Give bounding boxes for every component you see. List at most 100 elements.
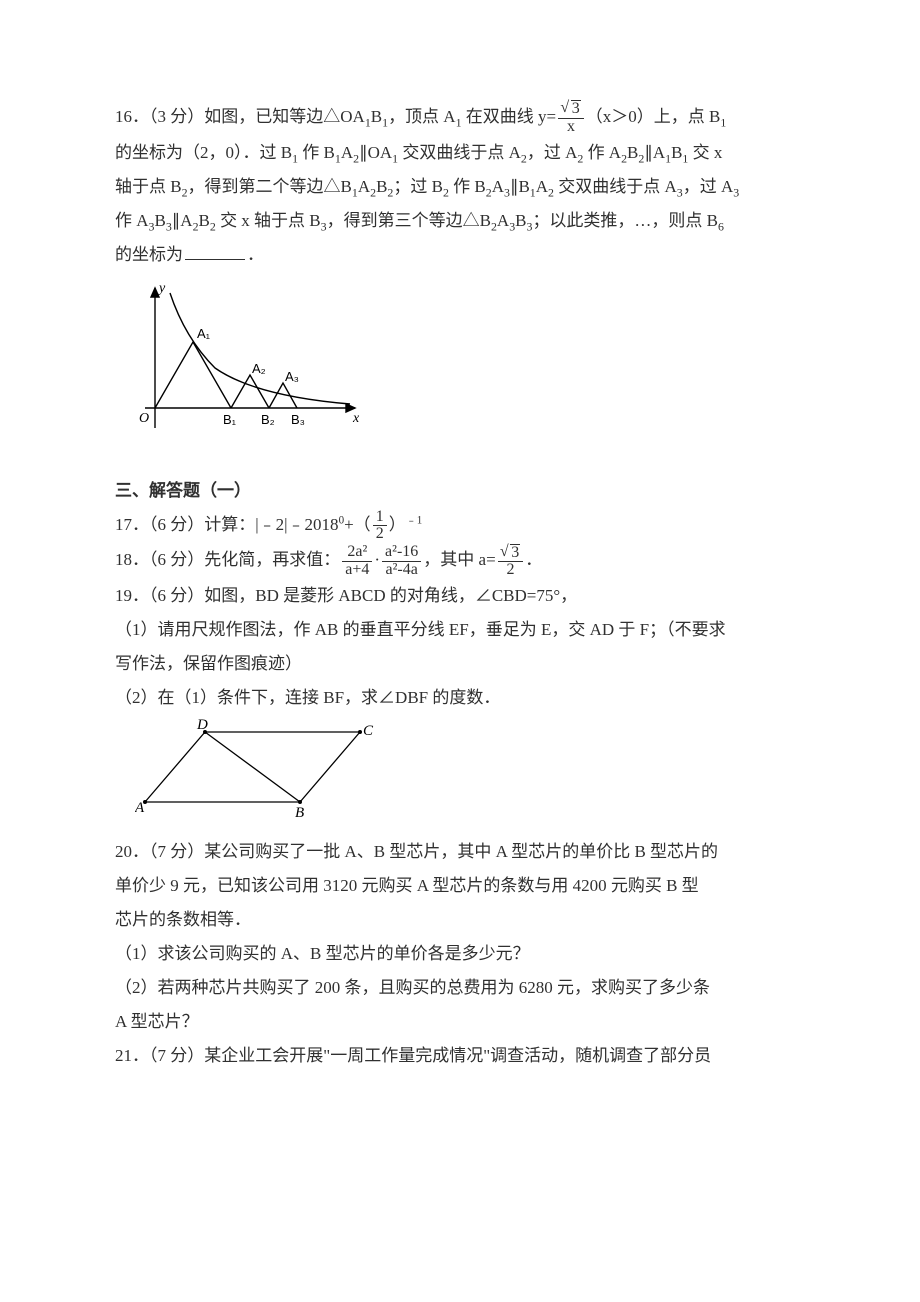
q20-line4: （1）求该公司购买的 A、B 型芯片的单价各是多少元？	[115, 937, 805, 971]
q20-line6: A 型芯片？	[115, 1005, 805, 1039]
t: ，得到第二个等边△B	[188, 177, 352, 196]
q19-line4: （2）在（1）条件下，连接 BF，求∠DBF 的度数．	[115, 681, 805, 715]
section-3-heading: 三、解答题（一）	[115, 474, 805, 508]
t: ；以此类推，…，则点 B	[532, 211, 718, 230]
label-C: C	[363, 723, 374, 739]
q18-frac1: 2a²a+4	[342, 544, 372, 579]
origin-label: O	[139, 411, 149, 426]
q20-line5: （2）若两种芯片共购买了 200 条，且购买的总费用为 6280 元，求购买了多…	[115, 971, 805, 1005]
t: A	[492, 177, 504, 196]
t: （x＞0）上，点 B	[586, 107, 721, 126]
label-A1: A₁	[197, 326, 211, 341]
t: ，顶点 A	[388, 107, 456, 126]
t: A	[536, 177, 548, 196]
t: +（	[344, 515, 371, 534]
sqrt3: 3	[571, 100, 581, 118]
label-A: A	[135, 800, 145, 816]
den: 2	[498, 561, 524, 579]
q16-line3: 轴于点 B2，得到第二个等边△B1A2B2；过 B2 作 B2A3∥B1A2 交…	[115, 170, 805, 204]
q19-svg: A B C D	[135, 717, 375, 817]
q19-line2: （1）请用尺规作图法，作 AB 的垂直平分线 EF，垂足为 E，交 AD 于 F…	[115, 613, 805, 647]
sub: 6	[718, 219, 724, 233]
q19-line1: 19．（6 分）如图，BD 是菱形 ABCD 的对角线，∠CBD=75°，	[115, 579, 805, 613]
x-axis-label: x	[352, 411, 360, 426]
t: 交 x 轴于点 B	[216, 211, 321, 230]
q16-figure: y x O A₁ A₂ A₃ B₁ B₂ B₃	[115, 278, 805, 450]
t: B	[376, 177, 387, 196]
t: 交双曲线于点 A	[554, 177, 677, 196]
num: 1	[373, 509, 387, 526]
t: B	[515, 211, 526, 230]
t: 交双曲线于点 A	[398, 143, 521, 162]
t: 17．（6 分）计算：|﹣2|﹣2018	[115, 515, 339, 534]
t: ）	[389, 515, 406, 534]
t: B	[627, 143, 638, 162]
t: ；过 B	[393, 177, 443, 196]
label-B1: B₁	[223, 412, 237, 427]
t: A	[358, 177, 370, 196]
t: ，过 A	[683, 177, 734, 196]
t: ．	[525, 550, 542, 569]
t: 轴于点 B	[115, 177, 182, 196]
t: 作 A	[583, 143, 621, 162]
t: ，得到第三个等边△B	[327, 211, 491, 230]
t: ∥OA	[359, 143, 392, 162]
answer-blank	[185, 241, 245, 260]
q20-line2: 单价少 9 元，已知该公司用 3120 元购买 A 型芯片的条数与用 4200 …	[115, 869, 805, 903]
q18-frac2: a²-16a²-4a	[382, 544, 421, 579]
q16-pre: 16．（3 分）如图，已知等边△OA	[115, 107, 365, 126]
label-A3: A₃	[285, 369, 299, 384]
q16-line1: 16．（3 分）如图，已知等边△OA1B1，顶点 A1 在双曲线 y=3x（x＞…	[115, 100, 805, 136]
t: ．	[247, 245, 264, 264]
label-D: D	[196, 717, 208, 733]
t: 作 B	[449, 177, 486, 196]
num: 2a²	[342, 544, 372, 561]
sup: ﹣1	[406, 514, 423, 526]
t: 的坐标为	[115, 245, 183, 264]
t: B	[199, 211, 210, 230]
label-A2: A₂	[252, 361, 266, 376]
t: 交 x	[688, 143, 722, 162]
t: 18．（6 分）先化简，再求值：	[115, 550, 340, 569]
q16-line4: 作 A3B3∥A2B2 交 x 轴于点 B3，得到第三个等边△B2A3B3；以此…	[115, 204, 805, 238]
t: ∥A	[172, 211, 193, 230]
t: 的坐标为（2，0）．过 B	[115, 143, 292, 162]
q18-frac3: 32	[498, 544, 524, 580]
q16-line5: 的坐标为 ．	[115, 238, 805, 272]
label-B3: B₃	[291, 412, 305, 427]
sub: 1	[720, 115, 726, 129]
dot: ·	[374, 550, 380, 569]
t: ∥A	[644, 143, 665, 162]
q19-figure: A B C D	[135, 717, 805, 829]
label-B2: B₂	[261, 412, 275, 427]
den: a+4	[342, 561, 372, 579]
q20-line3: 芯片的条数相等．	[115, 903, 805, 937]
q18: 18．（6 分）先化简，再求值：2a²a+4·a²-16a²-4a，其中 a=3…	[115, 543, 805, 579]
q16-frac: 3x	[558, 100, 584, 136]
den: a²-4a	[382, 561, 421, 579]
t: A	[497, 211, 509, 230]
den: 2	[373, 525, 387, 543]
t: ，其中 a=	[423, 550, 495, 569]
y-axis-label: y	[157, 281, 166, 296]
t: ∥B	[510, 177, 530, 196]
num: a²-16	[382, 544, 421, 561]
t: 在双曲线 y=	[462, 107, 557, 126]
q16-svg: y x O A₁ A₂ A₃ B₁ B₂ B₃	[115, 278, 365, 438]
t: A	[341, 143, 353, 162]
t: B	[371, 107, 382, 126]
t: B	[154, 211, 165, 230]
q21-line1: 21．（7 分）某企业工会开展"一周工作量完成情况"调查活动，随机调查了部分员	[115, 1039, 805, 1073]
q17: 17．（6 分）计算：|﹣2|﹣20180+（12）﹣1	[115, 508, 805, 543]
t: 作 B	[298, 143, 335, 162]
q17-frac: 12	[373, 509, 387, 544]
page: 16．（3 分）如图，已知等边△OA1B1，顶点 A1 在双曲线 y=3x（x＞…	[0, 0, 920, 1302]
t: ，过 A	[527, 143, 578, 162]
label-B: B	[295, 805, 304, 817]
q19-line3: 写作法，保留作图痕迹）	[115, 647, 805, 681]
t: B	[671, 143, 682, 162]
sub: 3	[733, 185, 739, 199]
sqrt3: 3	[510, 544, 520, 562]
q16-line2: 的坐标为（2，0）．过 B1 作 B1A2∥OA1 交双曲线于点 A2，过 A2…	[115, 136, 805, 170]
q20-line1: 20．（7 分）某公司购买了一批 A、B 型芯片，其中 A 型芯片的单价比 B …	[115, 835, 805, 869]
